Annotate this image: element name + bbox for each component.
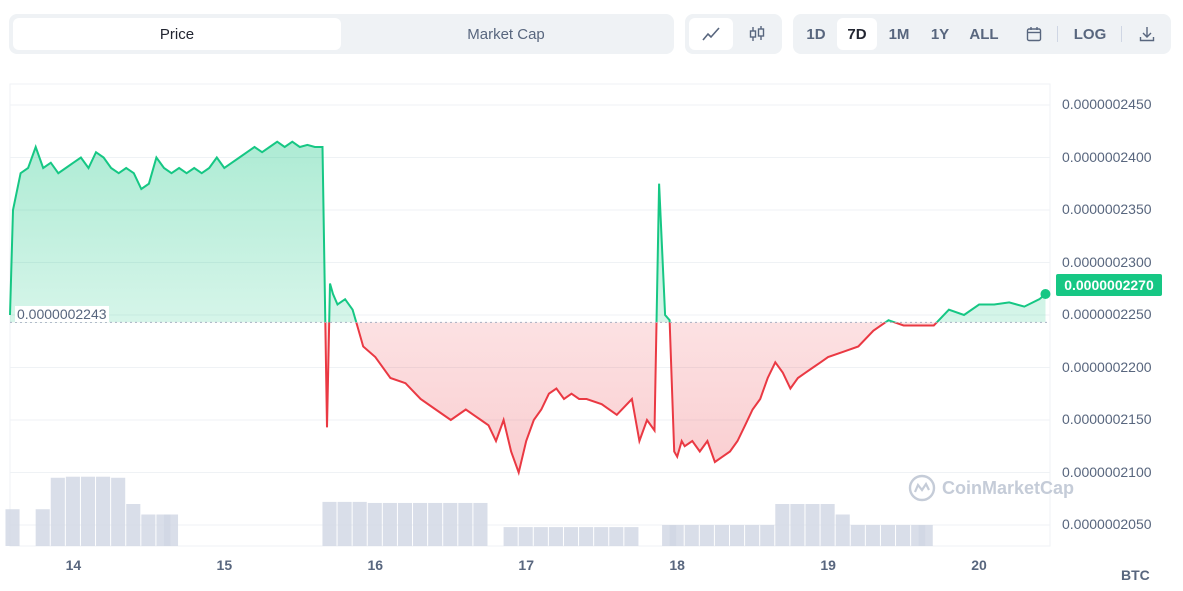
price-area	[10, 141, 1046, 473]
volume-bar	[473, 502, 488, 546]
y-tick-label: 0.0000002300	[1062, 253, 1152, 270]
x-tick-label: 15	[216, 557, 233, 573]
calendar-icon[interactable]	[1017, 18, 1051, 50]
candlestick-icon[interactable]	[735, 18, 779, 50]
volume-bar	[775, 504, 790, 546]
y-tick-label: 0.0000002350	[1062, 201, 1152, 217]
y-tick-label: 0.0000002250	[1062, 306, 1152, 322]
y-tick-label: 0.0000002050	[1062, 516, 1152, 532]
volume-bar	[790, 504, 805, 546]
volume-bar	[835, 514, 850, 546]
volume-bar	[337, 501, 352, 546]
volume-bar	[820, 504, 835, 546]
volume-bar	[548, 527, 563, 546]
volume-bar	[367, 502, 382, 546]
volume-bar	[896, 525, 911, 546]
area-above-baseline	[10, 141, 1046, 323]
volume-bar	[699, 525, 714, 546]
volume-bar	[141, 514, 156, 546]
coinmarketcap-logo-icon	[908, 474, 936, 502]
price-line-down	[324, 322, 939, 476]
timeframe-7d[interactable]: 7D	[837, 18, 877, 50]
volume-bar	[624, 527, 639, 546]
timeframe-all[interactable]: ALL	[969, 25, 999, 43]
volume-bar	[382, 502, 397, 546]
timeframe-1m[interactable]: 1M	[888, 25, 910, 43]
volume-bar	[745, 525, 760, 546]
y-tick-label: 0.0000002400	[1062, 148, 1152, 165]
chart-marks	[10, 289, 1051, 323]
area-below-baseline	[10, 322, 1046, 473]
volume-bar	[730, 525, 745, 546]
volume-bar	[111, 477, 126, 546]
volume-bar	[533, 527, 548, 546]
volume-bar	[669, 525, 684, 546]
baseline-label: 0.0000002243	[15, 306, 109, 322]
x-tick-label: 16	[367, 557, 384, 573]
timeframe-1d[interactable]: 1D	[806, 25, 826, 43]
line-chart-icon[interactable]	[689, 18, 733, 50]
current-price-dot	[1040, 289, 1051, 299]
volume-bar	[163, 514, 179, 546]
current-price-badge: 0.0000002270	[1056, 274, 1162, 296]
watermark: CoinMarketCap	[908, 474, 1074, 502]
volume-bar	[126, 504, 141, 546]
y-tick-label: 0.0000002200	[1062, 358, 1152, 375]
x-tick-label: 18	[669, 557, 685, 573]
volume-bar	[684, 525, 699, 546]
price-line-up	[9, 140, 1047, 323]
volume-bar	[80, 476, 96, 546]
volume-bar	[880, 525, 896, 546]
volume-bar	[594, 527, 609, 546]
price-line	[9, 140, 1047, 476]
volume-bar	[503, 527, 518, 546]
volume-bar	[918, 525, 933, 546]
volume-bar	[563, 527, 579, 546]
price-tab[interactable]: Price	[13, 18, 341, 50]
volume-bar	[714, 525, 729, 546]
volume-bar	[428, 502, 443, 546]
timeframe-1y[interactable]: 1Y	[930, 25, 950, 43]
toolbar-divider	[1057, 26, 1058, 42]
unit-label: BTC	[1121, 567, 1150, 583]
x-tick-label: 19	[820, 557, 836, 573]
volume-bar	[322, 501, 337, 546]
toolbar-divider	[1121, 26, 1122, 42]
x-tick-label: 17	[518, 557, 535, 573]
y-tick-label: 0.0000002150	[1062, 411, 1152, 427]
volume-bar	[458, 502, 473, 546]
volume-bar	[850, 525, 865, 546]
volume-bar	[865, 525, 880, 546]
volume-bar	[413, 502, 428, 546]
volume-bar	[5, 509, 20, 546]
volume-bar	[609, 527, 624, 546]
volume-bar	[760, 525, 775, 546]
watermark-text: CoinMarketCap	[942, 477, 1075, 498]
volume-bar	[65, 476, 80, 546]
volume-bar	[352, 501, 367, 546]
log-scale-toggle[interactable]: LOG	[1073, 25, 1107, 43]
metric-toggle: Price Market Cap	[9, 14, 674, 54]
volume-bar	[96, 476, 111, 546]
x-tick-label: 20	[971, 557, 987, 573]
volume-bar	[579, 527, 594, 546]
volume-bar	[35, 509, 50, 546]
market-cap-tab[interactable]: Market Cap	[467, 25, 545, 43]
volume-bar	[397, 502, 413, 546]
y-tick-label: 0.0000002100	[1062, 463, 1152, 480]
x-tick-label: 14	[65, 557, 82, 573]
volume-bar	[50, 477, 65, 546]
download-icon[interactable]	[1129, 18, 1165, 50]
volume-bar	[805, 504, 820, 546]
y-tick-label: 0.0000002450	[1062, 96, 1152, 112]
volume-bars	[5, 476, 933, 546]
timeframe-toolbar: 1D 7D 1M 1Y ALL LOG	[793, 14, 1171, 54]
chart-type-toggle	[685, 14, 782, 54]
volume-bar	[518, 527, 533, 546]
volume-bar	[443, 502, 458, 546]
